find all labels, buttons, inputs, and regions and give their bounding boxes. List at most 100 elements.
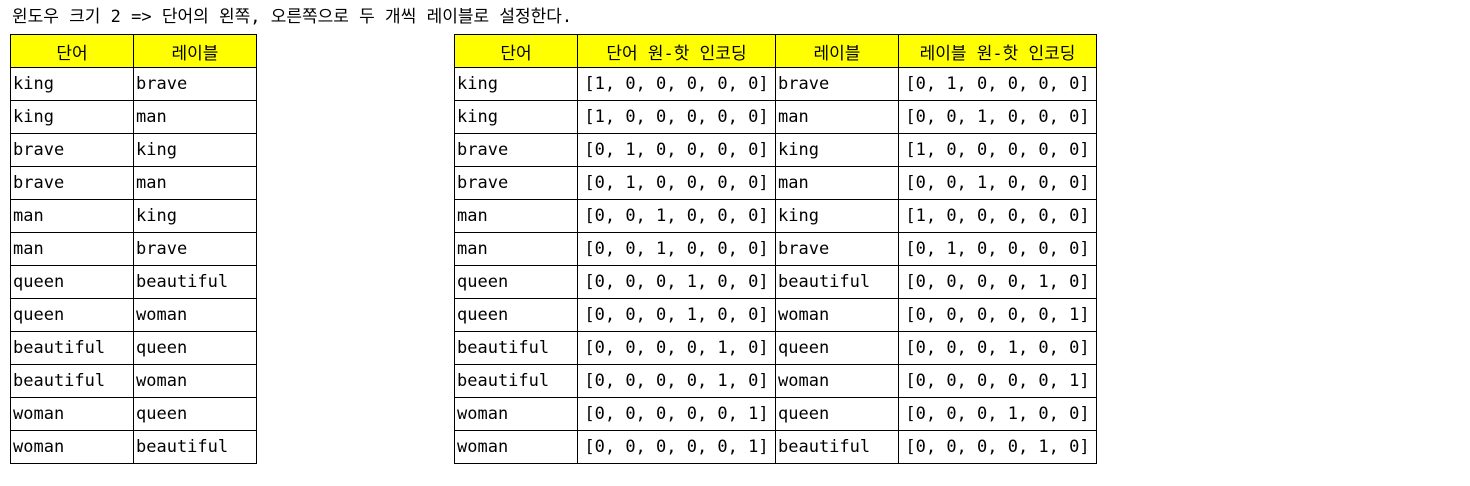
- label-onehot-cell: [0, 1, 0, 0, 0, 0]: [898, 67, 1097, 101]
- table-row: woman [0, 0, 0, 0, 0, 1] beautiful [0, 0, 0…: [454, 430, 1097, 464]
- table-row: queen beautiful: [10, 265, 257, 299]
- label-onehot-cell: [0, 0, 0, 0, 1, 0]: [898, 430, 1097, 464]
- table-row: man brave: [10, 232, 257, 266]
- table-row: brave [0, 1, 0, 0, 0, 0] man [0, 0, 1, 0, 0…: [454, 166, 1097, 200]
- word-cell: man: [454, 199, 578, 233]
- label-cell: brave: [133, 232, 257, 266]
- table-row: king brave: [10, 67, 257, 101]
- word-cell: woman: [454, 430, 578, 464]
- table-row: brave [0, 1, 0, 0, 0, 0] king [1, 0, 0, 0, …: [454, 133, 1097, 167]
- header-label-onehot: 레이블 원-핫 인코딩: [898, 34, 1097, 68]
- label-cell: man: [133, 100, 257, 134]
- label-cell: king: [133, 199, 257, 233]
- word-cell: queen: [10, 265, 134, 299]
- word-onehot-cell: [0, 0, 1, 0, 0, 0]: [577, 199, 776, 233]
- label-cell: beautiful: [775, 430, 899, 464]
- label-cell: queen: [775, 397, 899, 431]
- word-cell: woman: [454, 397, 578, 431]
- word-cell: man: [10, 199, 134, 233]
- table-row: king [1, 0, 0, 0, 0, 0] brave [0, 1, 0, 0, …: [454, 67, 1097, 101]
- label-onehot-cell: [1, 0, 0, 0, 0, 0]: [898, 133, 1097, 167]
- label-onehot-cell: [1, 0, 0, 0, 0, 0]: [898, 199, 1097, 233]
- word-cell: beautiful: [454, 331, 578, 365]
- word-cell: king: [454, 67, 578, 101]
- label-cell: queen: [775, 331, 899, 365]
- word-onehot-cell: [1, 0, 0, 0, 0, 0]: [577, 67, 776, 101]
- one-hot-encoding-table: 단어 단어 원-핫 인코딩 레이블 레이블 원-핫 인코딩 king [1, 0,…: [454, 34, 1097, 464]
- label-onehot-cell: [0, 0, 0, 0, 0, 1]: [898, 298, 1097, 332]
- word-onehot-cell: [0, 0, 0, 1, 0, 0]: [577, 265, 776, 299]
- table-row: king man: [10, 100, 257, 134]
- table-row: woman beautiful: [10, 430, 257, 464]
- header-label: 레이블: [775, 34, 899, 68]
- word-cell: king: [454, 100, 578, 134]
- caption: 윈도우 크기 2 => 단어의 왼쪽, 오른쪽으로 두 개씩 레이블로 설정한다…: [12, 7, 573, 27]
- word-cell: beautiful: [454, 364, 578, 398]
- label-cell: queen: [133, 397, 257, 431]
- table-row: woman [0, 0, 0, 0, 0, 1] queen [0, 0, 0, 1,…: [454, 397, 1097, 431]
- word-onehot-cell: [0, 0, 0, 0, 1, 0]: [577, 364, 776, 398]
- table-row: queen woman: [10, 298, 257, 332]
- label-cell: man: [133, 166, 257, 200]
- table-row: brave man: [10, 166, 257, 200]
- label-onehot-cell: [0, 0, 0, 0, 1, 0]: [898, 265, 1097, 299]
- label-onehot-cell: [0, 0, 1, 0, 0, 0]: [898, 166, 1097, 200]
- word-cell: king: [10, 100, 134, 134]
- word-cell: woman: [10, 397, 134, 431]
- label-onehot-cell: [0, 0, 0, 1, 0, 0]: [898, 331, 1097, 365]
- word-cell: queen: [454, 265, 578, 299]
- label-onehot-cell: [0, 1, 0, 0, 0, 0]: [898, 232, 1097, 266]
- word-onehot-cell: [0, 0, 0, 0, 1, 0]: [577, 331, 776, 365]
- label-onehot-cell: [0, 0, 0, 1, 0, 0]: [898, 397, 1097, 431]
- table-row: woman queen: [10, 397, 257, 431]
- table-row: beautiful queen: [10, 331, 257, 365]
- table-row: man [0, 0, 1, 0, 0, 0] king [1, 0, 0, 0, 0,…: [454, 199, 1097, 233]
- label-cell: woman: [133, 298, 257, 332]
- table-row: queen [0, 0, 0, 1, 0, 0] woman [0, 0, 0, 0,…: [454, 298, 1097, 332]
- word-label-table: 단어 레이블 king brave king man brave king brave man…: [10, 34, 257, 464]
- header-word: 단어: [10, 34, 134, 68]
- word-onehot-cell: [0, 0, 1, 0, 0, 0]: [577, 232, 776, 266]
- label-cell: woman: [133, 364, 257, 398]
- word-onehot-cell: [0, 1, 0, 0, 0, 0]: [577, 133, 776, 167]
- table-row: brave king: [10, 133, 257, 167]
- word-cell: brave: [454, 166, 578, 200]
- header-label: 레이블: [133, 34, 257, 68]
- label-onehot-cell: [0, 0, 1, 0, 0, 0]: [898, 100, 1097, 134]
- word-cell: woman: [10, 430, 134, 464]
- label-cell: man: [775, 100, 899, 134]
- word-cell: man: [10, 232, 134, 266]
- header-row: 단어 레이블: [10, 34, 257, 68]
- table-row: king [1, 0, 0, 0, 0, 0] man [0, 0, 1, 0, 0,…: [454, 100, 1097, 134]
- word-cell: brave: [10, 133, 134, 167]
- word-onehot-cell: [0, 0, 0, 0, 0, 1]: [577, 397, 776, 431]
- label-cell: brave: [775, 67, 899, 101]
- label-cell: beautiful: [133, 265, 257, 299]
- label-cell: woman: [775, 364, 899, 398]
- word-onehot-cell: [0, 0, 0, 1, 0, 0]: [577, 298, 776, 332]
- word-cell: beautiful: [10, 364, 134, 398]
- word-cell: man: [454, 232, 578, 266]
- header-word-onehot: 단어 원-핫 인코딩: [577, 34, 776, 68]
- label-cell: king: [775, 133, 899, 167]
- label-cell: man: [775, 166, 899, 200]
- word-onehot-cell: [1, 0, 0, 0, 0, 0]: [577, 100, 776, 134]
- word-cell: queen: [454, 298, 578, 332]
- header-word: 단어: [454, 34, 578, 68]
- table-row: beautiful woman: [10, 364, 257, 398]
- label-cell: woman: [775, 298, 899, 332]
- label-cell: king: [133, 133, 257, 167]
- table-row: man [0, 0, 1, 0, 0, 0] brave [0, 1, 0, 0, 0…: [454, 232, 1097, 266]
- label-cell: brave: [775, 232, 899, 266]
- label-cell: brave: [133, 67, 257, 101]
- word-cell: beautiful: [10, 331, 134, 365]
- word-onehot-cell: [0, 1, 0, 0, 0, 0]: [577, 166, 776, 200]
- label-onehot-cell: [0, 0, 0, 0, 0, 1]: [898, 364, 1097, 398]
- table-row: queen [0, 0, 0, 1, 0, 0] beautiful [0, 0, 0…: [454, 265, 1097, 299]
- word-cell: queen: [10, 298, 134, 332]
- label-cell: king: [775, 199, 899, 233]
- word-cell: brave: [10, 166, 134, 200]
- label-cell: beautiful: [133, 430, 257, 464]
- word-onehot-cell: [0, 0, 0, 0, 0, 1]: [577, 430, 776, 464]
- table-row: beautiful [0, 0, 0, 0, 1, 0] woman [0, 0, 0…: [454, 364, 1097, 398]
